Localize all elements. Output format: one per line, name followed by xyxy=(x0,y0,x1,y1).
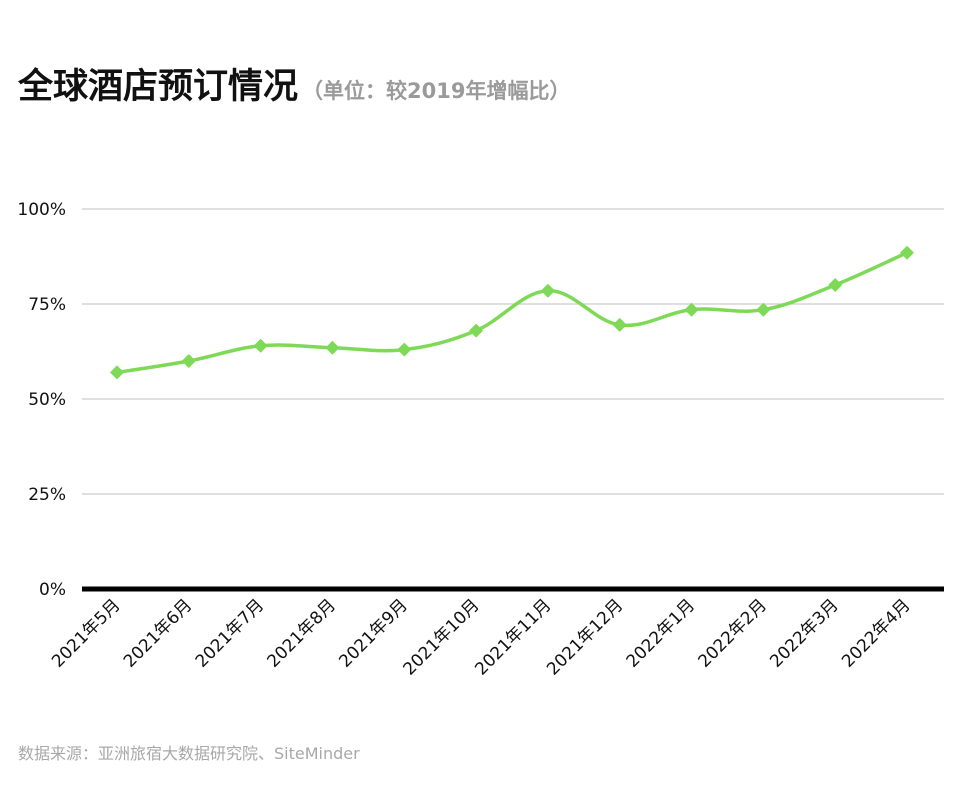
x-tick-label: 2021年8月 xyxy=(264,595,340,671)
data-point-marker xyxy=(397,342,412,357)
x-axis-labels: 2021年5月2021年6月2021年7月2021年8月2021年9月2021年… xyxy=(48,595,914,679)
title-row: 全球酒店预订情况 （单位：较2019年增幅比） xyxy=(18,58,570,109)
data-point-marker xyxy=(325,340,340,355)
data-point-marker xyxy=(756,302,771,317)
data-point-marker xyxy=(253,338,268,353)
data-point-marker xyxy=(612,317,627,332)
series-marker-layer xyxy=(110,245,914,380)
line-chart: 0%25%50%75%100% 2021年5月2021年6月2021年7月202… xyxy=(17,200,944,679)
y-axis-labels: 0% 25% 50% 75% 100% xyxy=(17,200,66,600)
source-note: 数据来源：亚洲旅宿大数据研究院、SiteMinder xyxy=(18,744,360,763)
y-tick-label: 50% xyxy=(28,390,66,410)
x-tick-label: 2021年10月 xyxy=(400,595,484,679)
chart-title: 全球酒店预订情况 xyxy=(18,67,299,107)
x-tick-label: 2021年12月 xyxy=(543,595,627,679)
y-tick-label: 0% xyxy=(39,580,66,600)
data-point-marker xyxy=(540,283,555,298)
data-point-marker xyxy=(469,323,484,338)
data-point-marker xyxy=(828,278,843,292)
series-line-layer xyxy=(115,250,909,375)
chart-subtitle: （单位：较2019年增幅比） xyxy=(302,79,571,103)
data-point-marker xyxy=(684,302,699,317)
x-tick-label: 2021年11月 xyxy=(471,595,555,679)
x-tick-label: 2022年2月 xyxy=(694,595,770,671)
x-tick-label: 2021年9月 xyxy=(335,595,411,671)
x-tick-label: 2022年1月 xyxy=(623,595,699,671)
x-tick-label: 2021年6月 xyxy=(120,595,196,671)
x-tick-label: 2022年4月 xyxy=(838,595,914,671)
y-tick-label: 100% xyxy=(17,200,66,220)
x-tick-label: 2021年5月 xyxy=(48,595,124,671)
x-tick-label: 2022年3月 xyxy=(766,595,842,671)
x-tick-label: 2021年7月 xyxy=(192,595,268,671)
y-tick-label: 25% xyxy=(28,485,66,505)
data-point-marker xyxy=(110,365,124,380)
series-line xyxy=(115,250,909,375)
data-point-marker xyxy=(181,354,196,368)
data-point-marker xyxy=(900,245,914,260)
grid-layer xyxy=(82,208,944,592)
y-tick-label: 75% xyxy=(28,295,66,315)
